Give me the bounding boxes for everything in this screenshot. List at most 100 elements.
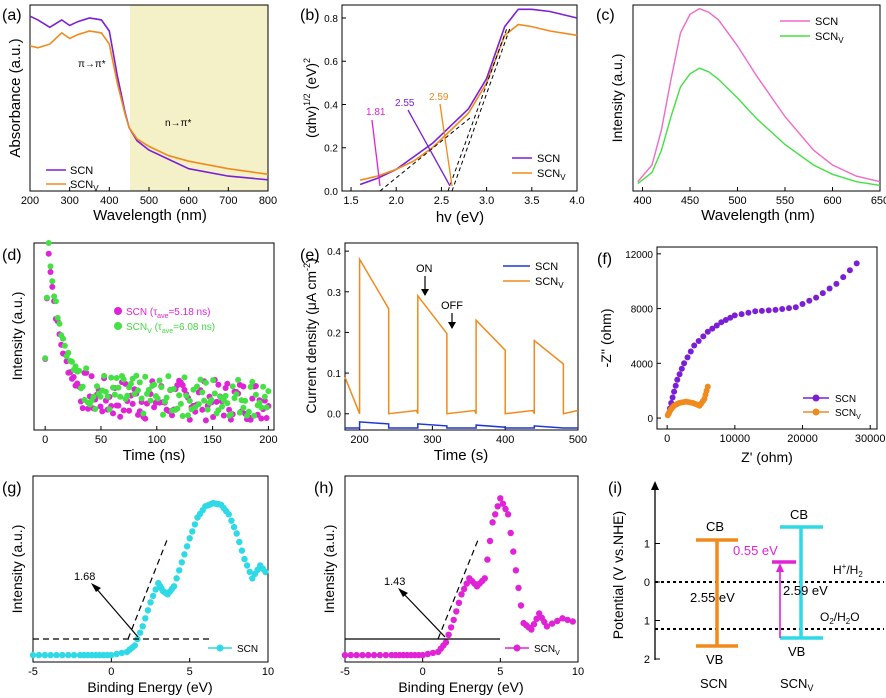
scn-point — [142, 615, 149, 622]
scn-point — [752, 308, 759, 315]
x-ticks: 400 450 500 550 600 650 — [633, 187, 886, 207]
scn-point — [70, 651, 78, 659]
panel-label: (c) — [596, 7, 615, 24]
legend-label: SCN — [237, 644, 258, 655]
scnv-point — [60, 335, 66, 342]
scnv-point — [219, 403, 225, 410]
arrow-181 — [371, 119, 381, 187]
panel-e: 200 300 400 500 0.0 0.1 0.2 0.3 0.4 ON OFF SCN S… — [300, 242, 587, 464]
x-tick-label: 30000 — [855, 433, 886, 445]
x-ticks: -5 0 5 10 — [28, 658, 274, 678]
scnv-point — [442, 639, 450, 646]
scnv-point — [252, 391, 259, 398]
scnv-point — [240, 404, 247, 411]
scnv-point — [242, 397, 249, 404]
x-tick-label: 0 — [664, 433, 670, 445]
legend-label: SCN — [70, 165, 93, 177]
arrowhead — [398, 588, 408, 597]
scnv-point — [376, 651, 384, 659]
scnv-point — [497, 495, 504, 502]
panel-label: (f) — [597, 251, 612, 268]
scn-point — [225, 511, 232, 518]
x-tick-label: 800 — [259, 195, 277, 207]
scnv-point — [515, 584, 522, 592]
scnv-point — [145, 386, 152, 393]
scnv-point — [261, 393, 268, 400]
nyquist-points — [664, 260, 860, 419]
scnv-point — [359, 651, 366, 659]
arrowhead — [91, 583, 101, 592]
scnv-point — [90, 393, 97, 400]
x-tick-label: 550 — [776, 195, 794, 207]
panel-label: (e) — [300, 247, 320, 264]
scn-point — [176, 567, 183, 574]
annotation-off: OFF — [441, 300, 463, 312]
scnv-name: SCNV — [780, 676, 813, 693]
scn-point — [727, 314, 734, 321]
x-tick-label: 3.5 — [524, 195, 539, 207]
arrowhead — [448, 322, 456, 329]
scn-point — [758, 307, 765, 314]
legend-marker — [216, 644, 224, 652]
scnv-point — [202, 379, 209, 386]
scn-point — [846, 267, 853, 274]
y-tick-label: 0 — [647, 414, 653, 425]
scn-point — [151, 404, 158, 411]
scn-point — [126, 407, 133, 414]
scnv-point — [353, 651, 360, 659]
scn-point — [671, 388, 678, 395]
scn-point — [129, 400, 136, 407]
scn-point — [840, 274, 847, 281]
scnv-line — [637, 67, 881, 187]
scnv-point — [463, 580, 470, 587]
scn-point — [47, 269, 54, 275]
scn-point — [136, 629, 144, 636]
scnv-point — [507, 529, 514, 537]
tangent-line — [379, 117, 471, 192]
scnv-point — [94, 383, 100, 390]
scnv-point — [370, 651, 378, 659]
scn-point — [700, 333, 707, 340]
scn-point — [709, 325, 716, 332]
x-tick-label: 10000 — [720, 433, 751, 445]
arrow-259 — [439, 103, 453, 187]
legend-label: SCN — [537, 153, 560, 165]
y-tick-label: 0.3 — [327, 288, 341, 299]
scnv-point — [199, 389, 206, 396]
x-tick-label: 200 — [21, 195, 39, 207]
scnv-point — [258, 404, 265, 411]
panel-a: 200 300 400 500 600 700 800 (a) π→π* n→π* SCN … — [2, 4, 277, 224]
scnv-point — [61, 342, 68, 349]
scn-point — [695, 338, 702, 344]
y-axis-label: (αhv)1/2 (eV)2 — [302, 58, 319, 138]
x-tick-label: 0 — [420, 666, 426, 678]
scnv-point — [494, 503, 501, 510]
panel-label: (i) — [608, 480, 622, 497]
scnv-point — [224, 400, 231, 407]
scn-point — [792, 304, 799, 311]
scn-point — [49, 283, 56, 290]
scnv-point — [104, 393, 111, 400]
x-tick-label: 10 — [262, 666, 274, 678]
scnv-point — [111, 391, 118, 398]
scn-point — [189, 528, 196, 535]
scn-point — [181, 551, 188, 558]
scnv-point — [543, 623, 551, 630]
panel-g: -5 0 5 10 1.68 SCN (g) Binding Energy (eV) … — [2, 475, 274, 695]
scnv-point — [158, 384, 165, 391]
scn-point — [722, 317, 729, 323]
scnv-point — [183, 392, 190, 399]
scnv-point — [138, 395, 145, 402]
x-tick-label: 100 — [148, 434, 166, 446]
scn-point — [53, 651, 60, 659]
y-tick-label: 0.6 — [324, 57, 338, 68]
gap-label-255: 2.55 — [395, 98, 415, 109]
scnv-point — [163, 394, 170, 401]
legend-marker — [812, 394, 820, 402]
scn-point — [799, 301, 806, 307]
panel-label: (d) — [2, 247, 22, 264]
legend-label: SCN — [835, 394, 856, 405]
scnv-point — [251, 412, 258, 419]
legend-label: SCNV — [835, 408, 861, 421]
scn-line — [637, 7, 881, 183]
